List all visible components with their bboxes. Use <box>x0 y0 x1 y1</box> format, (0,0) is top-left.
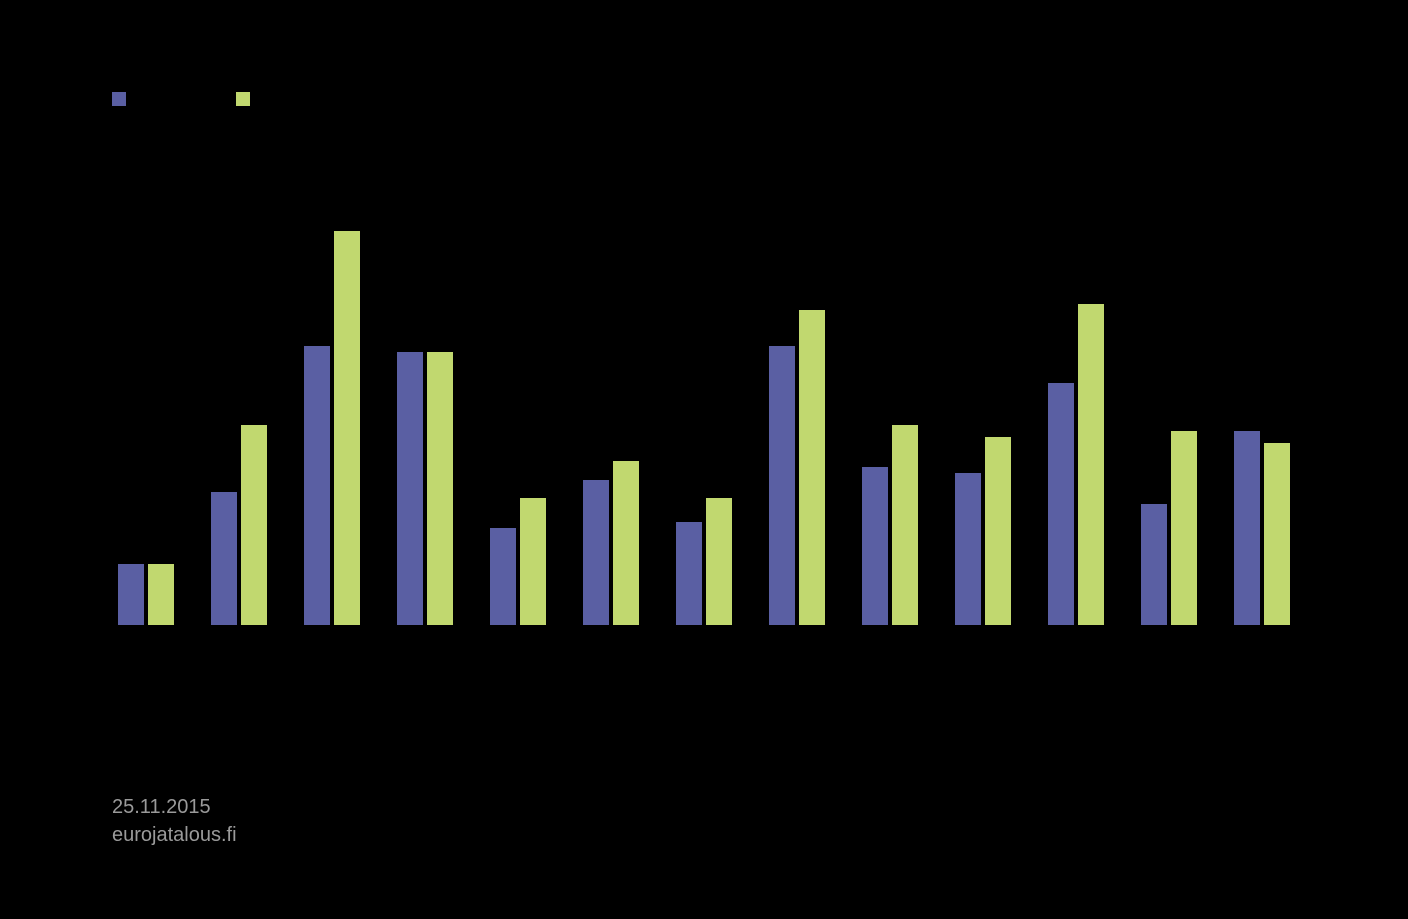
bar-series-1 <box>1048 383 1074 626</box>
bar-group <box>676 498 732 625</box>
bar-series-1 <box>769 346 795 625</box>
bar-series-1 <box>862 467 888 625</box>
footer-date: 25.11.2015 <box>112 793 237 821</box>
bar-series-1 <box>490 528 516 625</box>
bars-container <box>100 140 1308 625</box>
bar-group <box>1234 431 1290 625</box>
bar-series-2 <box>706 498 732 625</box>
bar-series-2 <box>613 461 639 625</box>
bar-group <box>583 461 639 625</box>
plot-area <box>100 140 1308 720</box>
bar-group <box>490 498 546 625</box>
bar-series-2 <box>1171 431 1197 625</box>
bar-series-1 <box>211 492 237 625</box>
legend-label-2: Series 2 <box>258 88 324 109</box>
bar-series-1 <box>118 564 144 625</box>
bar-group <box>118 564 174 625</box>
bar-series-1 <box>1141 504 1167 625</box>
chart-container: Series 1 Series 2 25.11.2015 eurojatalou… <box>0 0 1408 919</box>
bar-series-1 <box>955 473 981 625</box>
bar-series-2 <box>985 437 1011 625</box>
bar-group <box>211 425 267 625</box>
bar-series-1 <box>1234 431 1260 625</box>
legend-item-1: Series 1 <box>112 88 200 109</box>
legend: Series 1 Series 2 <box>112 88 324 109</box>
legend-swatch-1 <box>112 92 126 106</box>
bar-group <box>1048 304 1104 625</box>
bar-series-1 <box>304 346 330 625</box>
legend-swatch-2 <box>236 92 250 106</box>
bar-group <box>769 310 825 625</box>
bar-series-1 <box>397 352 423 625</box>
legend-label-1: Series 1 <box>134 88 200 109</box>
bar-series-2 <box>148 564 174 625</box>
bar-group <box>397 352 453 625</box>
bar-group <box>1141 431 1197 625</box>
bar-series-2 <box>427 352 453 625</box>
bar-series-2 <box>892 425 918 625</box>
bar-series-2 <box>799 310 825 625</box>
legend-item-2: Series 2 <box>236 88 324 109</box>
bar-group <box>862 425 918 625</box>
footer-source: eurojatalous.fi <box>112 821 237 849</box>
bar-series-2 <box>520 498 546 625</box>
bar-group <box>304 231 360 625</box>
bar-series-2 <box>334 231 360 625</box>
bar-series-2 <box>241 425 267 625</box>
bar-series-2 <box>1264 443 1290 625</box>
bar-series-2 <box>1078 304 1104 625</box>
chart-footer: 25.11.2015 eurojatalous.fi <box>112 793 237 849</box>
bar-series-1 <box>583 480 609 626</box>
bar-series-1 <box>676 522 702 625</box>
bar-group <box>955 437 1011 625</box>
